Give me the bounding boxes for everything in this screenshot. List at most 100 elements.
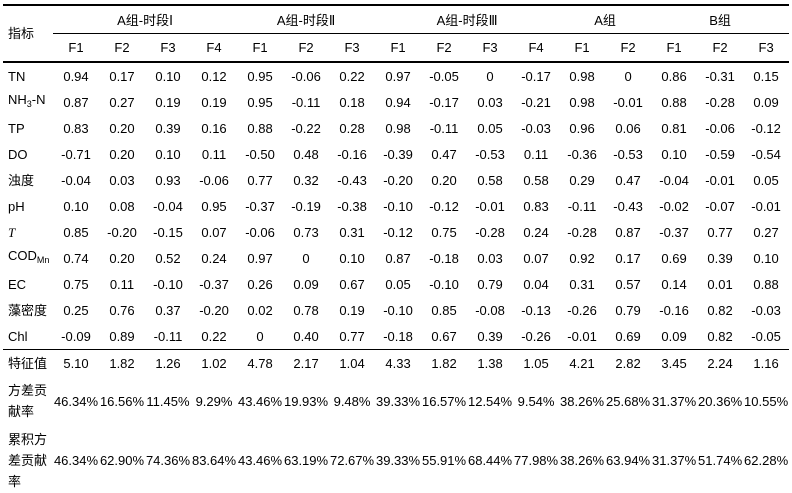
data-cell: -0.02 — [659, 198, 689, 214]
data-cell: 1.82 — [99, 349, 145, 377]
data-cell: 4.33 — [375, 349, 422, 377]
data-cell: -0.11 — [153, 328, 183, 344]
data-cell: -0.20 — [107, 224, 137, 240]
data-cell: -0.22 — [291, 120, 321, 136]
data-cell: 0.11 — [201, 146, 227, 162]
data-cell: 0.09 — [661, 328, 687, 344]
group-header: A组-时段Ⅲ — [375, 5, 560, 34]
data-cell: 38.26% — [560, 452, 605, 468]
data-cell: -0.37 — [199, 276, 229, 292]
indicator-row: T 0.85 -0.20 -0.15 0.07 -0.06 0.73 0.31 -0.12 0.7… — [3, 219, 789, 245]
data-cell: -0.17 — [429, 94, 459, 110]
row-label: pH — [3, 193, 53, 219]
factor-header: F3 — [329, 33, 376, 63]
data-cell: -0.17 — [521, 68, 551, 84]
data-cell: -0.01 — [613, 94, 643, 110]
row-label: CODMn — [3, 245, 53, 271]
data-cell: 1.02 — [191, 349, 238, 377]
data-cell: 31.37% — [652, 452, 697, 468]
label-text: TP — [8, 120, 25, 136]
data-cell: 51.74% — [698, 452, 743, 468]
row-label: 藻密度 — [3, 297, 53, 323]
data-cell: 38.26% — [560, 393, 605, 409]
data-cell: 9.48% — [333, 393, 371, 409]
data-cell: 0.22 — [339, 68, 365, 84]
data-cell: 0.77 — [707, 224, 733, 240]
factor-header: F3 — [145, 33, 191, 63]
data-cell: 0.39 — [477, 328, 503, 344]
data-cell: 0.78 — [293, 302, 319, 318]
data-cell: 0.86 — [661, 68, 687, 84]
data-cell: 3.45 — [651, 349, 698, 377]
data-cell: 0.10 — [753, 250, 779, 266]
data-cell: 9.54% — [517, 393, 555, 409]
data-cell: 0.39 — [707, 250, 733, 266]
data-cell: 0.32 — [293, 172, 319, 188]
data-cell: 0.19 — [339, 302, 365, 318]
data-cell: 0.48 — [293, 146, 319, 162]
label-text: 藻密度 — [8, 302, 48, 318]
cumulative-variance-row: 累积方差贡献率 46.34% 62.90% 74.36% 83.64% 43.46% 63.… — [3, 425, 789, 493]
data-cell: 0.97 — [247, 250, 273, 266]
data-cell: 0.05 — [385, 276, 411, 292]
data-cell: -0.28 — [567, 224, 597, 240]
data-cell: -0.06 — [291, 68, 321, 84]
data-cell: 0.82 — [707, 328, 733, 344]
data-cell: 0.87 — [63, 94, 89, 110]
indicator-row: NH3-N 0.87 0.27 0.19 0.19 0.95 -0.11 0.18 0.94 -0… — [3, 89, 789, 115]
data-cell: -0.18 — [383, 328, 413, 344]
factor-header: F2 — [697, 33, 744, 63]
data-cell: 0.79 — [615, 302, 641, 318]
factor-header: F3 — [467, 33, 514, 63]
data-cell: -0.10 — [153, 276, 183, 292]
data-cell: -0.20 — [199, 302, 229, 318]
data-cell: 20.36% — [698, 393, 743, 409]
row-label: EC — [3, 271, 53, 297]
data-cell: -0.11 — [291, 94, 321, 110]
data-cell: 0.83 — [63, 120, 89, 136]
data-cell: 0.05 — [753, 172, 779, 188]
data-cell: 0.98 — [569, 94, 595, 110]
data-cell: 0.10 — [155, 68, 181, 84]
indicator-row: TN 0.94 0.17 0.10 0.12 0.95 -0.06 0.22 0.97 -0.05… — [3, 62, 789, 89]
factor-header-row: F1 F2 F3 F4 F1 F2 F3 F1 F2 F3 F4 F1 F2 F1 F2 F3 — [3, 33, 790, 63]
data-cell: 0 — [302, 250, 310, 266]
data-cell: 62.90% — [99, 452, 145, 468]
group-header: A组-时段Ⅱ — [237, 5, 376, 34]
data-cell: -0.26 — [567, 302, 597, 318]
data-cell: -0.08 — [475, 302, 505, 318]
variance-contribution-row: 方差贡献率 46.34% 16.56% 11.45% 9.29% 43.46% 19.93%… — [3, 377, 789, 425]
data-cell: 0.74 — [63, 250, 89, 266]
data-cell: 0.10 — [155, 146, 181, 162]
data-cell: -0.10 — [383, 302, 413, 318]
data-cell: 0.98 — [385, 120, 411, 136]
data-cell: 0 — [624, 68, 632, 84]
factor-header: F1 — [559, 33, 606, 63]
data-cell: 0.94 — [385, 94, 411, 110]
data-cell: -0.05 — [751, 328, 781, 344]
table-body: TN 0.94 0.17 0.10 0.12 0.95 -0.06 0.22 0.97 -0.05… — [3, 62, 790, 493]
data-cell: 0.20 — [109, 146, 135, 162]
data-cell: 0.18 — [339, 94, 365, 110]
data-cell: 0.69 — [661, 250, 687, 266]
data-cell: 0.96 — [569, 120, 595, 136]
data-cell: 5.10 — [53, 349, 99, 377]
data-cell: -0.36 — [567, 146, 597, 162]
data-cell: -0.03 — [751, 302, 781, 318]
data-cell: -0.53 — [613, 146, 643, 162]
data-cell: 0.77 — [247, 172, 273, 188]
data-cell: 0.67 — [339, 276, 365, 292]
data-cell: 0.12 — [201, 68, 227, 84]
data-cell: 0.24 — [523, 224, 549, 240]
data-cell: -0.43 — [613, 198, 643, 214]
data-cell: 0.73 — [293, 224, 319, 240]
label-text: TN — [8, 68, 26, 84]
data-cell: 10.55% — [744, 393, 789, 409]
data-cell: -0.59 — [705, 146, 735, 162]
data-cell: 68.44% — [467, 452, 513, 468]
data-cell: 0 — [486, 68, 494, 84]
data-cell: 0.27 — [109, 94, 135, 110]
data-cell: 0.88 — [753, 276, 779, 292]
data-cell: -0.03 — [521, 120, 551, 136]
label-text: 累积方差贡献率 — [8, 431, 48, 489]
